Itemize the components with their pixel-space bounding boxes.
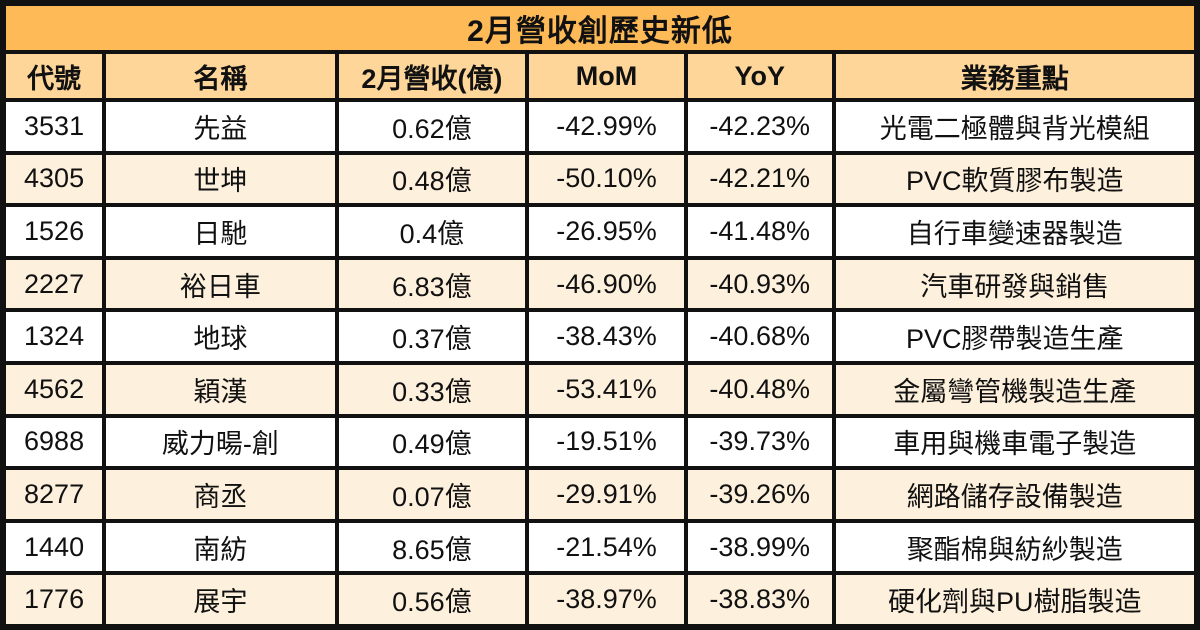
cell-mom: -29.91%	[525, 466, 688, 523]
cell-business: 自行車變速器製造	[831, 203, 1199, 260]
header-row: 代號 名稱 2月營收(億) MoM YoY 業務重點	[1, 50, 1199, 102]
cell-code: 8277	[1, 466, 107, 523]
cell-mom: -50.10%	[525, 150, 688, 208]
cell-business: 車用與機車電子製造	[831, 413, 1199, 471]
cell-name: 威力暘-創	[102, 413, 339, 471]
cell-code: 2227	[1, 255, 107, 313]
cell-yoy: -40.48%	[683, 360, 836, 418]
cell-code: 3531	[1, 98, 107, 155]
cell-revenue: 0.07億	[334, 466, 530, 523]
col-header-code: 代號	[1, 50, 107, 102]
table-row: 1776 展宇 0.56億 -38.97% -38.83% 硬化劑與PU樹脂製造	[1, 571, 1199, 628]
cell-yoy: -39.26%	[683, 466, 836, 523]
cell-name: 展宇	[102, 571, 339, 628]
cell-code: 6988	[1, 413, 107, 471]
table-row: 3531 先益 0.62億 -42.99% -42.23% 光電二極體與背光模組	[1, 98, 1199, 155]
cell-yoy: -40.93%	[683, 255, 836, 313]
title-row: 2月營收創歷史新低	[2, 2, 1198, 54]
col-header-business: 業務重點	[831, 50, 1199, 102]
table-row: 8277 商丞 0.07億 -29.91% -39.26% 網路儲存設備製造	[1, 466, 1199, 523]
cell-business: 硬化劑與PU樹脂製造	[831, 571, 1199, 628]
cell-business: 金屬彎管機製造生產	[831, 360, 1199, 418]
cell-name: 穎漢	[102, 360, 339, 418]
table-row: 6988 威力暘-創 0.49億 -19.51% -39.73% 車用與機車電子製造	[1, 413, 1199, 471]
cell-name: 日馳	[102, 203, 339, 260]
cell-business: 汽車研發與銷售	[831, 255, 1199, 313]
cell-yoy: -38.83%	[683, 571, 836, 628]
cell-revenue: 0.56億	[334, 571, 530, 628]
cell-business: 光電二極體與背光模組	[831, 98, 1199, 155]
cell-business: PVC軟質膠布製造	[831, 150, 1199, 208]
cell-mom: -53.41%	[525, 360, 688, 418]
cell-yoy: -39.73%	[683, 413, 836, 471]
cell-mom: -21.54%	[525, 518, 688, 576]
table-row: 4305 世坤 0.48億 -50.10% -42.21% PVC軟質膠布製造	[1, 150, 1199, 208]
table-row: 1526 日馳 0.4億 -26.95% -41.48% 自行車變速器製造	[1, 203, 1199, 260]
cell-business: 聚酯棉與紡紗製造	[831, 518, 1199, 576]
cell-revenue: 0.4億	[334, 203, 530, 260]
cell-yoy: -41.48%	[683, 203, 836, 260]
cell-name: 南紡	[102, 518, 339, 576]
cell-code: 4305	[1, 150, 107, 208]
col-header-name: 名稱	[102, 50, 339, 102]
cell-mom: -38.97%	[525, 571, 688, 628]
cell-name: 地球	[102, 308, 339, 365]
col-header-yoy: YoY	[683, 50, 836, 102]
cell-revenue: 8.65億	[334, 518, 530, 576]
cell-yoy: -38.99%	[683, 518, 836, 576]
cell-business: 網路儲存設備製造	[831, 466, 1199, 523]
cell-revenue: 6.83億	[334, 255, 530, 313]
cell-code: 1324	[1, 308, 107, 365]
cell-revenue: 0.49億	[334, 413, 530, 471]
cell-code: 4562	[1, 360, 107, 418]
col-header-revenue: 2月營收(億)	[334, 50, 530, 102]
cell-code: 1526	[1, 203, 107, 260]
cell-name: 世坤	[102, 150, 339, 208]
col-header-mom: MoM	[525, 50, 688, 102]
cell-name: 裕日車	[102, 255, 339, 313]
cell-yoy: -42.21%	[683, 150, 836, 208]
table-row: 1324 地球 0.37億 -38.43% -40.68% PVC膠帶製造生產	[1, 308, 1199, 365]
cell-name: 商丞	[102, 466, 339, 523]
cell-revenue: 0.33億	[334, 360, 530, 418]
cell-mom: -42.99%	[525, 98, 688, 155]
cell-mom: -26.95%	[525, 203, 688, 260]
table-row: 2227 裕日車 6.83億 -46.90% -40.93% 汽車研發與銷售	[1, 255, 1199, 313]
cell-yoy: -42.23%	[683, 98, 836, 155]
table-row: 4562 穎漢 0.33億 -53.41% -40.48% 金屬彎管機製造生產	[1, 360, 1199, 418]
cell-code: 1440	[1, 518, 107, 576]
cell-revenue: 0.48億	[334, 150, 530, 208]
cell-business: PVC膠帶製造生產	[831, 308, 1199, 365]
table-row: 1440 南紡 8.65億 -21.54% -38.99% 聚酯棉與紡紗製造	[1, 518, 1199, 576]
cell-revenue: 0.37億	[334, 308, 530, 365]
cell-revenue: 0.62億	[334, 98, 530, 155]
cell-mom: -46.90%	[525, 255, 688, 313]
table-title: 2月營收創歷史新低	[2, 2, 1198, 54]
cell-mom: -38.43%	[525, 308, 688, 365]
cell-mom: -19.51%	[525, 413, 688, 471]
cell-name: 先益	[102, 98, 339, 155]
cell-yoy: -40.68%	[683, 308, 836, 365]
cell-code: 1776	[1, 571, 107, 628]
